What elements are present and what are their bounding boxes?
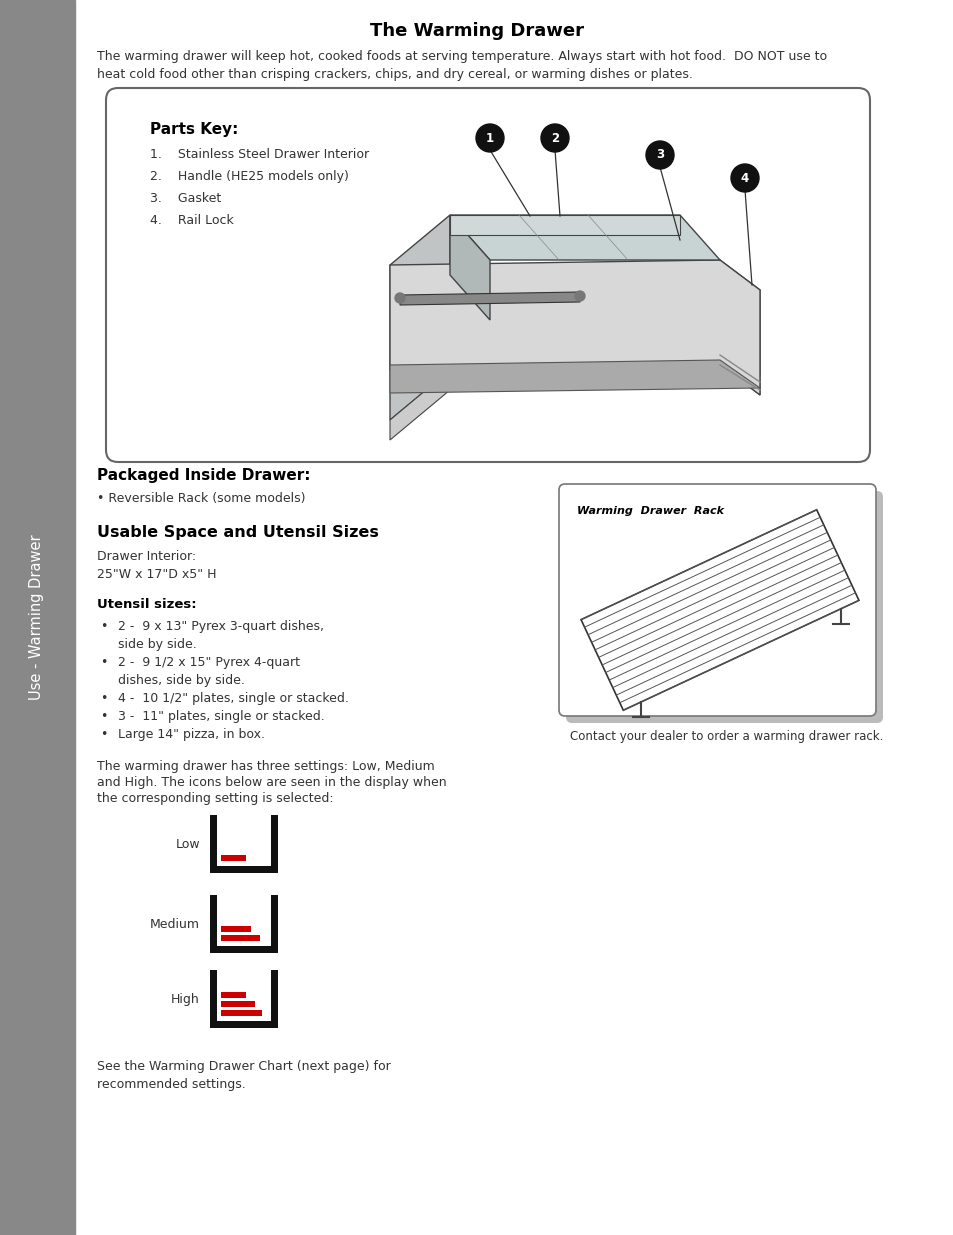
Polygon shape <box>390 261 760 395</box>
Text: side by side.: side by side. <box>118 638 196 651</box>
Text: 4: 4 <box>740 172 748 184</box>
Text: • Reversible Rack (some models): • Reversible Rack (some models) <box>97 492 305 505</box>
Text: 2 -  9 x 13" Pyrex 3-quart dishes,: 2 - 9 x 13" Pyrex 3-quart dishes, <box>118 620 324 634</box>
Text: Medium: Medium <box>150 918 200 930</box>
Circle shape <box>540 124 568 152</box>
Bar <box>221 935 260 941</box>
Circle shape <box>645 141 673 169</box>
Polygon shape <box>390 215 450 420</box>
Polygon shape <box>399 291 579 305</box>
Polygon shape <box>390 359 760 393</box>
Text: 3 -  11" plates, single or stacked.: 3 - 11" plates, single or stacked. <box>118 710 324 722</box>
Circle shape <box>575 291 584 301</box>
Text: Use - Warming Drawer: Use - Warming Drawer <box>30 535 45 700</box>
Text: 2: 2 <box>551 131 558 144</box>
Text: and High. The icons below are seen in the display when: and High. The icons below are seen in th… <box>97 776 446 789</box>
Text: Utensil sizes:: Utensil sizes: <box>97 598 196 611</box>
Bar <box>221 992 246 998</box>
Text: 4.    Rail Lock: 4. Rail Lock <box>150 214 233 227</box>
Polygon shape <box>720 261 760 375</box>
Text: •: • <box>100 656 108 669</box>
Polygon shape <box>580 510 858 710</box>
Bar <box>221 1002 255 1007</box>
Bar <box>221 926 251 932</box>
Bar <box>210 946 277 953</box>
Bar <box>271 815 277 873</box>
Bar <box>210 815 216 873</box>
Polygon shape <box>390 345 760 440</box>
Text: •: • <box>100 727 108 741</box>
Bar <box>221 1010 262 1016</box>
Circle shape <box>476 124 503 152</box>
FancyBboxPatch shape <box>565 492 882 722</box>
Text: Drawer Interior:: Drawer Interior: <box>97 550 196 563</box>
Bar <box>221 855 246 861</box>
Text: dishes, side by side.: dishes, side by side. <box>118 674 245 687</box>
Text: See the Warming Drawer Chart (next page) for
recommended settings.: See the Warming Drawer Chart (next page)… <box>97 1060 391 1091</box>
Text: 1: 1 <box>485 131 494 144</box>
Bar <box>210 895 216 953</box>
Text: Usable Space and Utensil Sizes: Usable Space and Utensil Sizes <box>97 525 378 540</box>
Text: 25"W x 17"D x5" H: 25"W x 17"D x5" H <box>97 568 216 580</box>
Text: 3.    Gasket: 3. Gasket <box>150 191 221 205</box>
Bar <box>210 866 277 873</box>
Polygon shape <box>450 215 490 320</box>
Text: •: • <box>100 710 108 722</box>
Text: The warming drawer has three settings: Low, Medium: The warming drawer has three settings: L… <box>97 760 435 773</box>
Bar <box>0 0 75 1235</box>
Text: High: High <box>172 993 200 1005</box>
Bar <box>271 969 277 1028</box>
Text: Contact your dealer to order a warming drawer rack.: Contact your dealer to order a warming d… <box>569 730 882 743</box>
Text: Packaged Inside Drawer:: Packaged Inside Drawer: <box>97 468 310 483</box>
Polygon shape <box>450 215 720 261</box>
Bar <box>210 969 216 1028</box>
Text: •: • <box>100 620 108 634</box>
Text: The Warming Drawer: The Warming Drawer <box>370 22 583 40</box>
Text: •: • <box>100 692 108 705</box>
Text: 1.    Stainless Steel Drawer Interior: 1. Stainless Steel Drawer Interior <box>150 148 369 161</box>
Text: 2.    Handle (HE25 models only): 2. Handle (HE25 models only) <box>150 170 349 183</box>
Circle shape <box>730 164 759 191</box>
Text: Warming  Drawer  Rack: Warming Drawer Rack <box>577 506 723 516</box>
FancyBboxPatch shape <box>106 88 869 462</box>
Text: 3: 3 <box>656 148 663 162</box>
Text: Parts Key:: Parts Key: <box>150 122 238 137</box>
Text: The warming drawer will keep hot, cooked foods at serving temperature. Always st: The warming drawer will keep hot, cooked… <box>97 49 826 82</box>
Circle shape <box>395 293 405 303</box>
Bar <box>210 1021 277 1028</box>
Bar <box>271 895 277 953</box>
Text: 2 -  9 1/2 x 15" Pyrex 4-quart: 2 - 9 1/2 x 15" Pyrex 4-quart <box>118 656 299 669</box>
Text: 4 -  10 1/2" plates, single or stacked.: 4 - 10 1/2" plates, single or stacked. <box>118 692 349 705</box>
Text: Low: Low <box>175 837 200 851</box>
Text: Large 14" pizza, in box.: Large 14" pizza, in box. <box>118 727 265 741</box>
Polygon shape <box>450 215 679 235</box>
Text: the corresponding setting is selected:: the corresponding setting is selected: <box>97 792 334 805</box>
FancyBboxPatch shape <box>558 484 875 716</box>
